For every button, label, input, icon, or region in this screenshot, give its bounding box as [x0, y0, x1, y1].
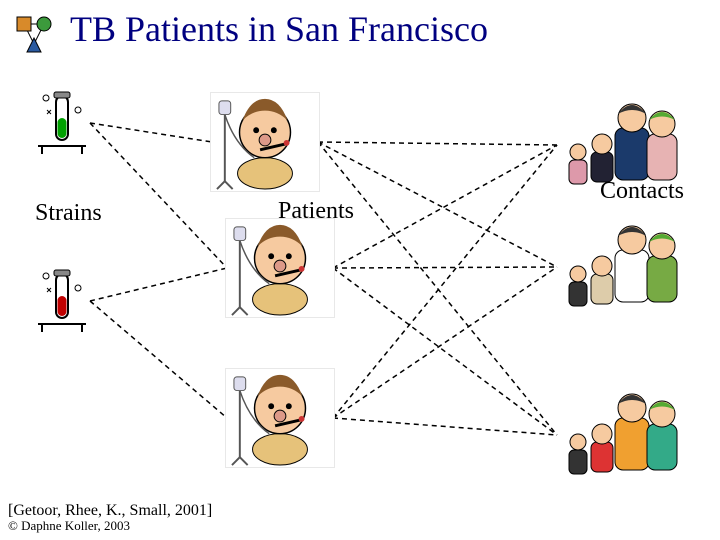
page-title: TB Patients in San Francisco [70, 8, 488, 50]
contact-3 [555, 380, 685, 480]
citation-line2: © Daphne Koller, 2003 [8, 519, 212, 532]
strains-label: Strains [35, 200, 102, 227]
strain-red [32, 266, 92, 336]
strain-green [32, 88, 92, 158]
contact-1 [555, 90, 685, 190]
citation-line1: [Getoor, Rhee, K., Small, 2001] [8, 503, 212, 519]
patient-3 [225, 368, 335, 468]
logo-icon [14, 14, 56, 61]
patient-1 [210, 92, 320, 192]
contact-2 [555, 212, 685, 312]
patient-2 [225, 218, 335, 318]
citation: [Getoor, Rhee, K., Small, 2001] © Daphne… [8, 503, 212, 532]
